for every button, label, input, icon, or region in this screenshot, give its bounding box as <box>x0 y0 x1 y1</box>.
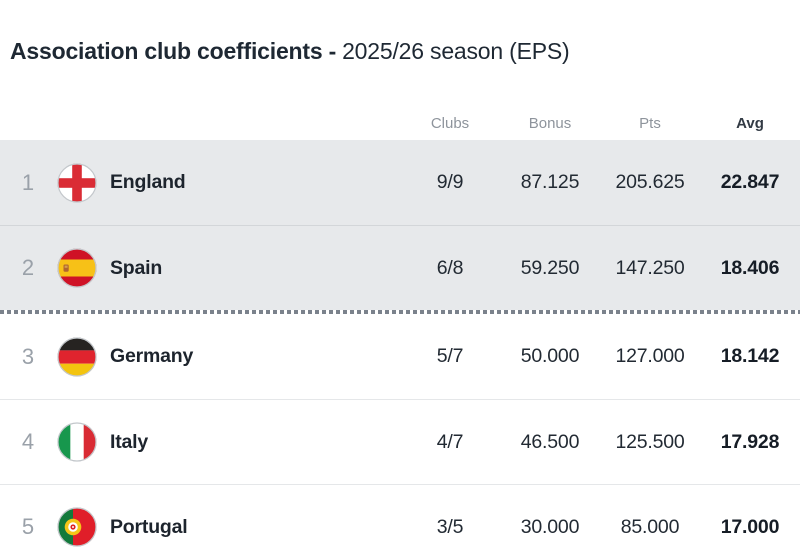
bonus-value: 87.125 <box>520 171 580 193</box>
table-row[interactable]: 5 Portugal 3/5 30.000 85.000 17.000 <box>0 484 800 555</box>
pts-value: 205.625 <box>615 171 685 193</box>
flag-england-icon <box>57 162 97 203</box>
flag-portugal-icon <box>57 507 97 547</box>
bonus-value: 59.250 <box>520 256 580 279</box>
rank-label: 5 <box>21 514 35 539</box>
table-row[interactable]: 2 Spain 6/8 59.250 147.250 18.406 <box>0 225 800 310</box>
page-title: Association club coefficients -2025/26 s… <box>10 36 790 66</box>
flag-germany-icon <box>57 336 97 377</box>
country-name: Italy <box>110 430 149 453</box>
avg-value: 18.142 <box>720 345 780 367</box>
country-name: Spain <box>110 256 163 279</box>
column-header-clubs: Clubs <box>430 115 470 132</box>
qualification-dotted-divider <box>0 310 800 314</box>
column-header-pts: Pts <box>639 115 661 132</box>
clubs-value: 6/8 <box>436 256 464 279</box>
table-header: Clubs Bonus Pts Avg <box>0 66 800 140</box>
pts-value: 85.000 <box>620 515 680 538</box>
avg-value: 17.928 <box>720 430 780 453</box>
rank-label: 4 <box>21 429 35 454</box>
avg-value: 22.847 <box>720 171 780 193</box>
clubs-value: 9/9 <box>436 171 464 193</box>
flag-italy-icon <box>57 422 97 462</box>
country-name: England <box>110 171 186 193</box>
clubs-value: 4/7 <box>436 430 464 453</box>
clubs-value: 3/5 <box>436 515 464 538</box>
avg-value: 18.406 <box>720 256 780 279</box>
page-title-sub: 2025/26 season (EPS) <box>342 38 570 64</box>
clubs-value: 5/7 <box>436 345 464 367</box>
avg-value: 17.000 <box>720 515 780 538</box>
rank-label: 3 <box>21 343 35 369</box>
page-title-main: Association club coefficients - <box>10 38 337 64</box>
flag-spain-icon <box>57 248 97 288</box>
table-row[interactable]: 1 England 9/9 87.125 205.625 22.847 <box>0 140 800 225</box>
pts-value: 147.250 <box>615 256 685 279</box>
pts-value: 127.000 <box>615 345 685 367</box>
pts-value: 125.500 <box>615 430 685 453</box>
table-row[interactable]: 4 Italy 4/7 46.500 125.500 17.928 <box>0 399 800 484</box>
country-name: Germany <box>110 345 194 367</box>
bonus-value: 46.500 <box>520 430 580 453</box>
bonus-value: 30.000 <box>520 515 580 538</box>
table-row[interactable]: 3 Germany 5/7 50.000 127.000 18.142 <box>0 314 800 399</box>
country-name: Portugal <box>110 515 188 538</box>
bonus-value: 50.000 <box>520 345 580 367</box>
column-header-avg: Avg <box>736 115 764 132</box>
rank-label: 1 <box>21 169 35 195</box>
column-header-bonus: Bonus <box>528 115 572 132</box>
rank-label: 2 <box>21 255 35 280</box>
